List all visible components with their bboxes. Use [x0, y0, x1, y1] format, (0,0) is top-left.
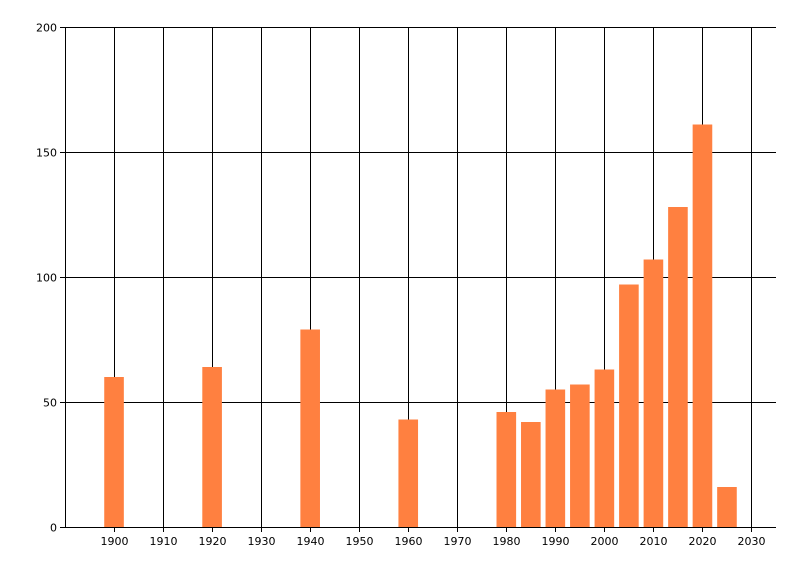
bar-1980	[496, 412, 517, 527]
y-tick-labels: 0 50 100 150 200	[36, 22, 57, 535]
bars	[104, 124, 737, 527]
x-tick-label: 1910	[150, 535, 178, 548]
bar-1960	[398, 419, 419, 527]
x-tick-label: 1900	[101, 535, 129, 548]
axes	[65, 27, 776, 528]
x-tick-label: 2010	[640, 535, 668, 548]
x-tick-label: 1940	[297, 535, 325, 548]
bar-2020	[692, 124, 713, 527]
bar-1900	[104, 377, 124, 527]
x-tick-label: 2030	[738, 535, 766, 548]
x-tick-label: 1970	[444, 535, 472, 548]
bar-1995	[570, 384, 590, 527]
x-tick-label: 1960	[395, 535, 423, 548]
bar-1940	[300, 329, 320, 527]
x-tick-label: 1950	[346, 535, 374, 548]
x-tick-label: 1930	[248, 535, 276, 548]
y-tick-label: 200	[36, 22, 57, 35]
x-tick-label: 1980	[493, 535, 521, 548]
bar-2015	[668, 207, 688, 527]
y-tick-label: 150	[36, 147, 57, 160]
bar-2010	[643, 259, 664, 527]
bar-2000	[594, 369, 615, 527]
bar-2005	[619, 284, 639, 527]
y-tick-label: 100	[36, 272, 57, 285]
bar-2025	[717, 487, 737, 527]
x-tick-labels: 1900 1910 1920 1930 1940 1950 1960 1970 1980 1990…	[101, 535, 766, 548]
bar-1920	[202, 367, 222, 527]
x-tick-label: 2020	[689, 535, 717, 548]
bar-1990	[545, 389, 566, 527]
y-tick-label: 50	[43, 397, 57, 410]
x-tick-label: 1920	[199, 535, 227, 548]
x-tick-label: 2000	[591, 535, 619, 548]
bar-1985	[521, 422, 541, 527]
y-tick-label: 0	[50, 522, 57, 535]
x-tick-label: 1990	[542, 535, 570, 548]
